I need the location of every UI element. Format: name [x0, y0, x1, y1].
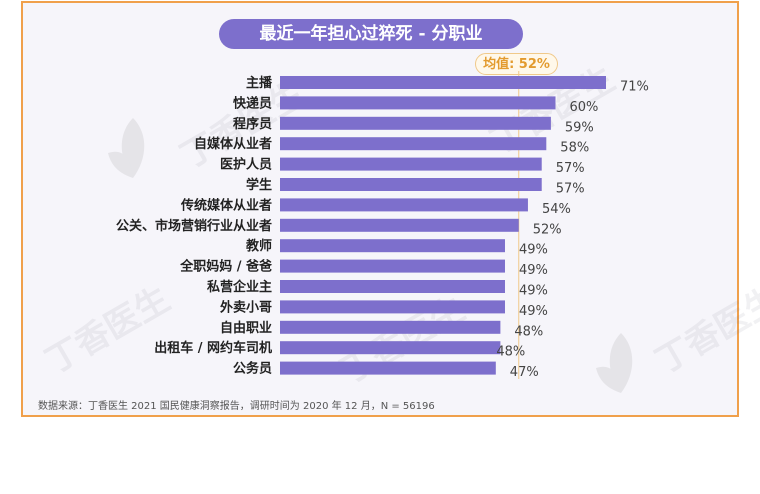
bar: [280, 361, 496, 375]
source-note: 数据来源：丁香医生 2021 国民健康洞察报告，调研时间为 2020 年 12 …: [38, 401, 435, 412]
category-label: 自媒体从业者: [194, 136, 272, 152]
category-label: 快递员: [233, 95, 272, 111]
watermark-logo-icon: [596, 333, 633, 393]
value-label: 60%: [569, 100, 598, 115]
value-label: 49%: [519, 284, 548, 299]
value-label: 59%: [565, 120, 594, 135]
bar: [280, 239, 505, 253]
bar-chart: 主播 71% 快递员 60% 程序员 59% 自媒体从业者 58% 医护人员 57% 学生 57% 传统…: [116, 71, 649, 380]
category-label: 医护人员: [220, 157, 272, 173]
watermark-logo-icon: [108, 118, 145, 178]
value-label: 57%: [556, 182, 585, 197]
category-label: 自由职业: [220, 320, 272, 336]
category-label: 传统媒体从业者: [180, 197, 272, 213]
bar: [280, 116, 551, 130]
value-label: 49%: [519, 304, 548, 319]
bar: [280, 157, 542, 171]
value-label: 47%: [510, 365, 539, 380]
bar: [280, 218, 519, 232]
category-label: 全职妈妈 / 爸爸: [179, 259, 272, 275]
bar: [280, 259, 505, 273]
value-label: 48%: [496, 345, 525, 360]
bar: [280, 76, 606, 89]
value-label: 71%: [620, 80, 649, 95]
average-badge: 均值: 52%: [475, 53, 558, 75]
bar: [280, 96, 556, 110]
category-label: 公务员: [233, 361, 272, 377]
value-label: 49%: [519, 263, 548, 278]
category-label: 学生: [246, 177, 272, 193]
chart-title: 最近一年担心过猝死 - 分职业: [219, 19, 523, 49]
value-label: 57%: [556, 161, 585, 176]
category-label: 私营企业主: [207, 279, 272, 295]
bar: [280, 137, 547, 151]
value-label: 52%: [533, 222, 562, 237]
bar: [280, 300, 505, 314]
bar: [280, 178, 542, 191]
category-label: 公关、市场营销行业从业者: [116, 218, 272, 234]
chart-card: 丁香医生 丁香医生 丁香医生 丁香医生 丁香医生 最近一年担心过猝死 - 分职业…: [21, 1, 760, 417]
bar: [280, 341, 501, 355]
category-label: 出租车 / 网约车司机: [154, 340, 272, 356]
value-label: 54%: [542, 202, 571, 217]
category-label: 主播: [246, 75, 273, 91]
value-label: 48%: [514, 324, 543, 339]
category-label: 外卖小哥: [219, 299, 272, 315]
bar: [280, 198, 528, 212]
value-label: 49%: [519, 243, 548, 258]
category-label: 教师: [245, 238, 272, 254]
value-label: 58%: [560, 141, 589, 156]
bar: [280, 320, 501, 334]
bar: [280, 280, 505, 293]
category-label: 程序员: [233, 116, 272, 132]
